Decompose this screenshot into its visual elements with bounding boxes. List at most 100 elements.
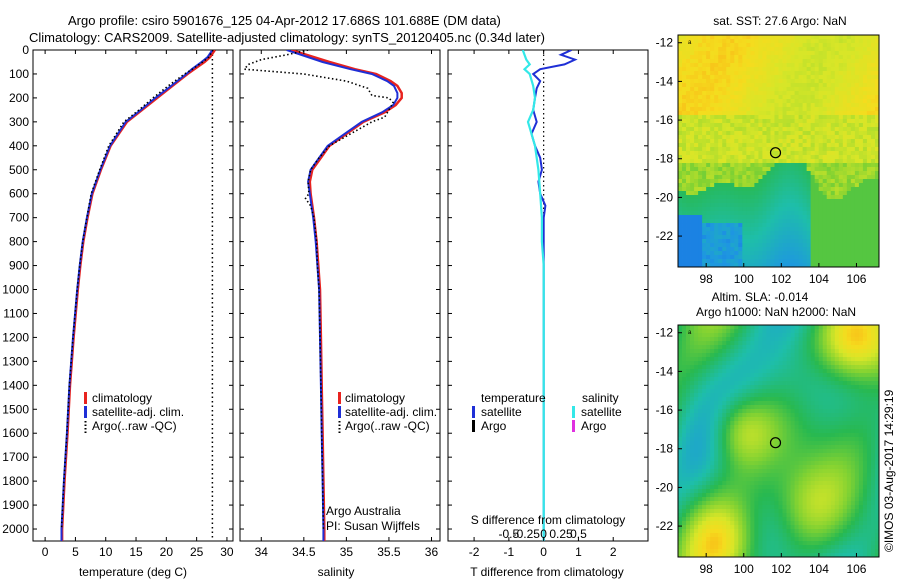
sla-cell bbox=[742, 381, 747, 386]
sla-cell bbox=[706, 441, 711, 446]
sst-cell bbox=[846, 251, 852, 256]
sst-cell bbox=[718, 135, 723, 140]
sla-cell bbox=[730, 393, 735, 398]
sst-cell bbox=[698, 79, 703, 84]
sla-cell bbox=[794, 425, 799, 430]
sst-cell bbox=[806, 87, 812, 92]
sst-cell bbox=[706, 251, 711, 256]
sla-cell bbox=[730, 429, 735, 434]
sst-cell bbox=[862, 167, 868, 172]
sst-cell bbox=[818, 55, 824, 60]
sla-cell bbox=[830, 381, 836, 386]
sst-cell bbox=[814, 151, 820, 156]
sst-cell bbox=[846, 43, 852, 48]
sst-cell bbox=[862, 155, 868, 160]
sla-cell bbox=[874, 405, 880, 410]
sst-cell bbox=[682, 227, 687, 232]
sst-cell bbox=[706, 67, 711, 72]
sst-cell bbox=[754, 91, 759, 96]
sst-cell bbox=[686, 255, 691, 260]
sst-cell bbox=[842, 35, 848, 40]
sst-cell bbox=[802, 79, 808, 84]
sla-cell bbox=[786, 409, 791, 414]
sst-cell bbox=[722, 183, 727, 188]
sst-cell bbox=[738, 63, 743, 68]
sla-cell bbox=[786, 429, 791, 434]
sla-cell bbox=[734, 365, 739, 370]
sst-cell bbox=[866, 147, 872, 152]
sst-cell bbox=[710, 43, 715, 48]
sst-cell bbox=[678, 119, 683, 124]
sla-cell bbox=[746, 401, 751, 406]
sla-cell bbox=[742, 409, 747, 414]
sst-cell bbox=[722, 255, 727, 260]
sla-cell bbox=[754, 349, 759, 354]
sst-cell bbox=[830, 247, 836, 252]
sst-cell bbox=[846, 263, 852, 268]
sst-cell bbox=[678, 167, 683, 172]
sst-cell bbox=[682, 47, 687, 52]
sst-cell bbox=[782, 87, 787, 92]
sst-cell bbox=[874, 139, 880, 144]
sla-cell bbox=[874, 325, 880, 330]
sla-cell bbox=[778, 337, 783, 342]
sst-cell bbox=[814, 231, 820, 236]
sst-cell bbox=[710, 243, 715, 248]
sst-cell bbox=[874, 231, 880, 236]
sla-cell bbox=[746, 325, 751, 330]
sst-cell bbox=[774, 231, 779, 236]
sst-cell bbox=[730, 259, 735, 264]
sst-cell bbox=[762, 167, 767, 172]
sst-cell bbox=[806, 235, 812, 240]
sst-cell bbox=[754, 251, 759, 256]
sla-cell bbox=[738, 429, 743, 434]
sst-cell bbox=[858, 123, 864, 128]
sst-cell bbox=[734, 243, 739, 248]
salinity-xtick-label-36: 36 bbox=[425, 545, 439, 559]
sla-cell bbox=[742, 401, 747, 406]
sst-cell bbox=[754, 103, 759, 108]
sst-cell bbox=[774, 215, 779, 220]
sla-cell bbox=[806, 425, 812, 430]
sst-cell bbox=[706, 111, 711, 116]
sla-cell bbox=[846, 433, 852, 438]
sst-cell bbox=[814, 63, 820, 68]
sst-cell bbox=[686, 251, 691, 256]
sst-cell bbox=[678, 59, 683, 64]
sla-cell bbox=[822, 429, 828, 434]
sst-cell bbox=[782, 171, 787, 176]
sla-cell bbox=[874, 341, 880, 346]
sst-cell bbox=[806, 199, 812, 204]
sst-cell bbox=[810, 63, 816, 68]
sst-cell bbox=[766, 211, 771, 216]
sst-cell bbox=[710, 247, 715, 252]
sst-cell bbox=[794, 83, 799, 88]
sst-cell bbox=[854, 35, 860, 40]
sla-cell bbox=[850, 353, 856, 358]
sla-cell bbox=[682, 349, 687, 354]
sla-cell bbox=[690, 365, 695, 370]
sst-cell bbox=[694, 183, 699, 188]
sst-cell bbox=[746, 255, 751, 260]
sst-cell bbox=[778, 35, 783, 40]
sst-cell bbox=[686, 243, 691, 248]
sst-cell bbox=[790, 87, 795, 92]
sst-cell bbox=[702, 55, 707, 60]
sst-cell bbox=[734, 95, 739, 100]
sst-cell bbox=[734, 195, 739, 200]
sst-cell bbox=[682, 111, 687, 116]
sst-cell bbox=[778, 191, 783, 196]
sst-cell bbox=[814, 147, 820, 152]
sla-cell bbox=[714, 329, 719, 334]
sst-cell bbox=[754, 131, 759, 136]
sst-cell bbox=[870, 155, 876, 160]
sst-cell bbox=[830, 223, 836, 228]
sla-cell bbox=[746, 433, 751, 438]
sla-cell bbox=[710, 365, 715, 370]
sst-cell bbox=[866, 71, 872, 76]
sst-cell bbox=[850, 235, 856, 240]
sla-cell bbox=[802, 381, 808, 386]
sst-cell bbox=[850, 227, 856, 232]
sst-cell bbox=[850, 255, 856, 260]
sst-cell bbox=[826, 199, 832, 204]
